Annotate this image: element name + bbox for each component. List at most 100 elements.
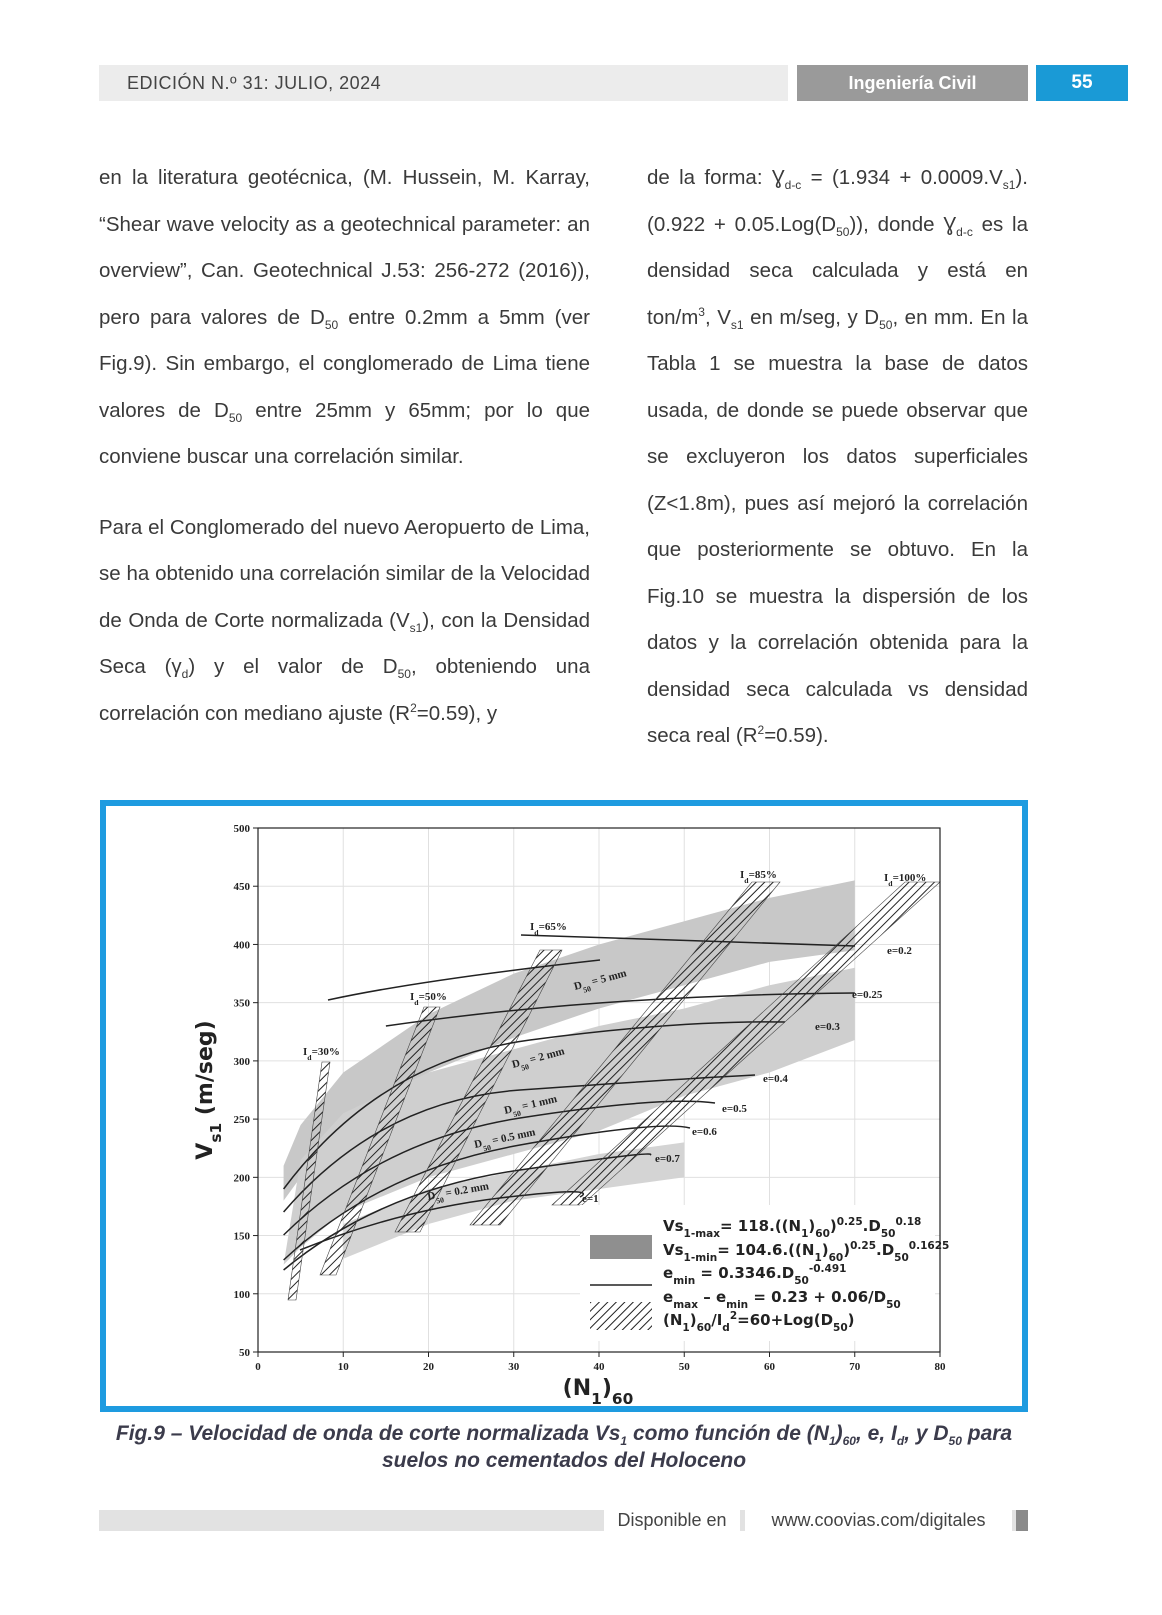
text-run: e=0.6 (692, 1126, 717, 1138)
annotation: e=0.6 (692, 1126, 717, 1138)
subscript: 60 (829, 1252, 844, 1264)
superscript: 2 (410, 700, 417, 715)
text-run: .D (876, 1241, 894, 1259)
text-run: ). (0.922 + 0.05.Log(D (647, 166, 1028, 236)
legend-entry: Vs1-min= 104.6.((N1)60)0.25.D500.1625 (663, 1240, 949, 1264)
text-run: , en mm. En la Tabla 1 se muestra la bas… (647, 305, 1028, 748)
subscript: d (896, 1434, 905, 1449)
subscript: 60 (697, 1322, 712, 1334)
text-run: Vs (663, 1217, 684, 1235)
text-run: Para el Conglomerado del nuevo Aeropuert… (99, 515, 590, 632)
subscript: 50 (881, 1228, 896, 1240)
footer-block (1016, 1510, 1028, 1531)
subscript: d-c (784, 178, 802, 193)
subscript: 50 (879, 317, 893, 332)
subscript: min (726, 1299, 748, 1311)
curve (520, 934, 856, 947)
subscript: s1 (409, 620, 423, 635)
text-run: Vs (663, 1241, 684, 1259)
subscript: s1 (207, 1123, 225, 1143)
subscript: d-c (956, 224, 973, 239)
text-run: ) (843, 1241, 850, 1259)
text-run: e=1 (582, 1193, 599, 1205)
y-tick-label: 150 (234, 1231, 251, 1243)
text-run: D (473, 1138, 483, 1151)
annotation: e=0.3 (815, 1021, 840, 1033)
subscript: 50 (512, 1108, 522, 1119)
text-run: ) (830, 1217, 837, 1235)
text-run: V (193, 1143, 218, 1160)
text-run: e=0.25 (852, 989, 883, 1001)
subscript: 50 (397, 667, 411, 682)
text-run: (m/seg) (193, 1020, 218, 1123)
text-run: (N (663, 1311, 682, 1329)
text-run: ) (848, 1311, 855, 1329)
right-column: de la forma: Ɣd-c = (1.934 + 0.0009.Vs1)… (647, 155, 1028, 760)
text-run: ), con la Densidad Seca (γ (99, 608, 590, 679)
paragraph: Para el Conglomerado del nuevo Aeropuert… (99, 505, 590, 738)
subscript: 1 (801, 1228, 808, 1240)
section: Ingeniería Civil (797, 65, 1028, 101)
annotation: Id=85% (740, 869, 777, 885)
annotation: e=0.5 (722, 1103, 747, 1115)
header-bar (99, 65, 788, 101)
text-run: e=0.4 (763, 1073, 788, 1085)
subscript: 1 (814, 1252, 821, 1264)
text-run: es la densidad seca calculada y está en … (647, 212, 1029, 329)
hatch-bands (287, 881, 941, 1301)
hatch-band (394, 949, 563, 1233)
subscript: 50 (520, 1061, 530, 1072)
text-run: I (884, 872, 888, 884)
text-run: e=0.3 (815, 1021, 840, 1033)
y-tick-label: 250 (234, 1114, 251, 1126)
text-run: (N (563, 1376, 591, 1401)
footer-label: Disponible en (604, 1508, 740, 1533)
legend-swatch (590, 1302, 652, 1330)
annotation: Id=30% (303, 1046, 340, 1062)
text-run: D (426, 1190, 436, 1203)
footer-url: www.coovias.com/digitales (745, 1508, 1012, 1533)
text-run: como función de (N (627, 1422, 829, 1445)
text-run: I (303, 1046, 307, 1058)
subscript: 1-min (684, 1252, 718, 1264)
superscript: 0.25 (837, 1216, 863, 1228)
subscript: 50 (228, 410, 243, 425)
text-run: = 118.((N (720, 1217, 801, 1235)
paragraph: de la forma: Ɣd-c = (1.934 + 0.0009.Vs1)… (647, 155, 1028, 760)
text-run: entre 25mm y 65mm; por lo que conviene b… (99, 398, 590, 469)
y-tick-label: 200 (234, 1172, 251, 1184)
text-run: – e (698, 1288, 726, 1306)
curve (282, 1021, 786, 1190)
text-run: I (530, 921, 534, 933)
legend-entry: Vs1-max= 118.((N1)60)0.25.D500.18 (663, 1216, 921, 1240)
subscript: 1 (591, 1390, 602, 1408)
annotation: e=1 (582, 1193, 599, 1205)
text-run: D (573, 979, 584, 993)
text-run: Fig.9 – Velocidad de onda de corte norma… (115, 1422, 621, 1445)
text-run: e (663, 1264, 673, 1282)
subscript: d (722, 1322, 730, 1334)
text-run: =100% (893, 872, 927, 884)
page-number: 55 (1036, 65, 1128, 101)
annotation: e=0.7 (655, 1153, 680, 1165)
text-run: =0.59). (764, 724, 829, 747)
y-tick-label: 500 (234, 823, 251, 835)
text-run: e=0.7 (655, 1153, 680, 1165)
text-run: de la forma: Ɣ (647, 166, 785, 189)
subscript: d (744, 876, 749, 885)
left-column: en la literatura geotécnica, (M. Hussein… (99, 155, 590, 737)
text-run: = 0.23 + 0.06/D (748, 1288, 886, 1306)
text-run: =50% (419, 991, 447, 1003)
edition: EDICIÓN N.º 31: JULIO, 2024 (127, 73, 382, 93)
superscript: -0.491 (809, 1263, 847, 1275)
annotation: e=0.4 (763, 1073, 788, 1085)
subscript: d (888, 879, 893, 888)
subscript: d (307, 1053, 312, 1062)
text-run: D (511, 1057, 522, 1071)
text-run: ) (822, 1241, 829, 1259)
text-run: =0.59), y (416, 701, 498, 725)
x-tick-label: 0 (255, 1361, 261, 1373)
hatch-band (469, 881, 781, 1226)
legend: Vs1-max= 118.((N1)60)0.25.D500.18 Vs1-mi… (580, 1205, 949, 1341)
